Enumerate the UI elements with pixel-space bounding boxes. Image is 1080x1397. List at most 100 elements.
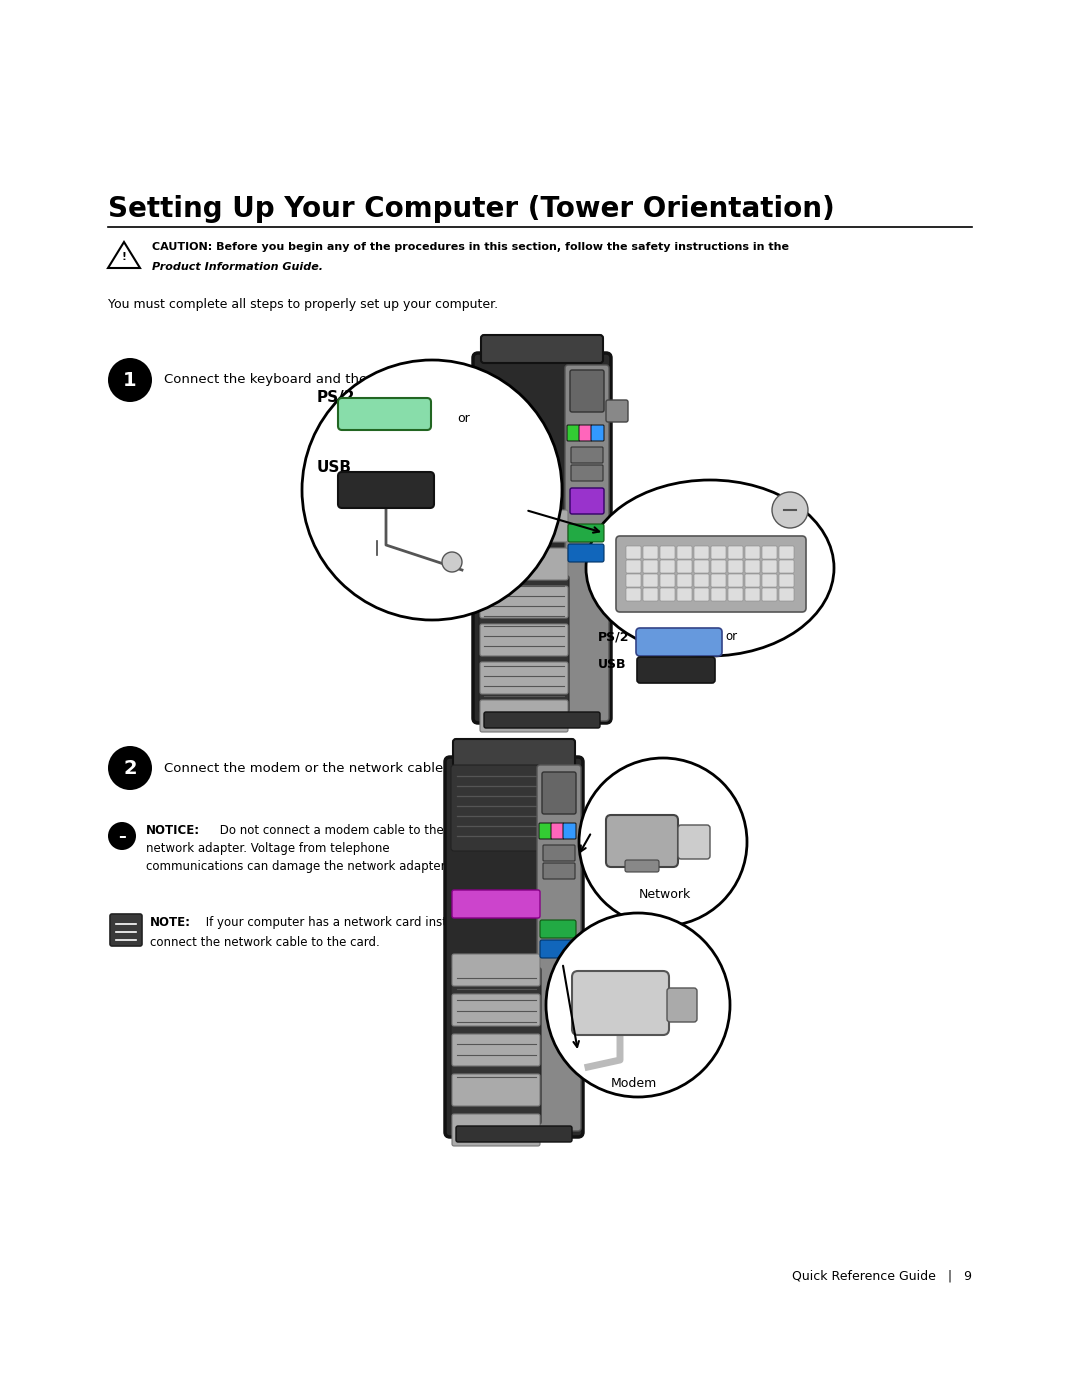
FancyBboxPatch shape: [480, 548, 568, 580]
FancyBboxPatch shape: [591, 425, 604, 441]
FancyBboxPatch shape: [728, 560, 743, 573]
FancyBboxPatch shape: [537, 766, 581, 1132]
FancyBboxPatch shape: [779, 574, 794, 587]
FancyBboxPatch shape: [540, 921, 576, 937]
Text: or: or: [457, 412, 470, 425]
FancyBboxPatch shape: [579, 425, 592, 441]
FancyBboxPatch shape: [451, 766, 541, 851]
Text: network adapter. Voltage from telephone: network adapter. Voltage from telephone: [146, 842, 390, 855]
FancyBboxPatch shape: [677, 588, 692, 601]
FancyBboxPatch shape: [677, 574, 692, 587]
Text: 1: 1: [123, 370, 137, 390]
FancyBboxPatch shape: [626, 588, 642, 601]
FancyBboxPatch shape: [572, 971, 669, 1035]
FancyBboxPatch shape: [540, 940, 576, 958]
FancyBboxPatch shape: [543, 863, 575, 879]
FancyBboxPatch shape: [570, 370, 604, 412]
FancyBboxPatch shape: [625, 861, 659, 872]
FancyBboxPatch shape: [480, 662, 568, 694]
Text: You must complete all steps to properly set up your computer.: You must complete all steps to properly …: [108, 298, 498, 312]
FancyBboxPatch shape: [728, 588, 743, 601]
Text: Do not connect a modem cable to the: Do not connect a modem cable to the: [216, 824, 444, 837]
FancyBboxPatch shape: [616, 536, 806, 612]
FancyBboxPatch shape: [694, 546, 708, 559]
Ellipse shape: [356, 541, 399, 599]
Text: PS/2: PS/2: [598, 630, 630, 643]
Text: –: –: [118, 828, 126, 844]
FancyBboxPatch shape: [762, 574, 777, 587]
FancyBboxPatch shape: [745, 588, 760, 601]
FancyBboxPatch shape: [542, 773, 576, 814]
Circle shape: [302, 360, 562, 620]
Text: 2: 2: [123, 759, 137, 778]
Text: connect the network cable to the card.: connect the network cable to the card.: [150, 936, 380, 949]
FancyBboxPatch shape: [762, 546, 777, 559]
FancyBboxPatch shape: [539, 823, 552, 840]
Circle shape: [772, 492, 808, 528]
FancyBboxPatch shape: [453, 1074, 540, 1106]
Text: communications can damage the network adapter.: communications can damage the network ad…: [146, 861, 448, 873]
FancyBboxPatch shape: [637, 657, 715, 683]
FancyBboxPatch shape: [110, 914, 141, 946]
FancyBboxPatch shape: [480, 510, 568, 542]
FancyBboxPatch shape: [728, 574, 743, 587]
FancyBboxPatch shape: [694, 588, 708, 601]
FancyBboxPatch shape: [694, 574, 708, 587]
FancyBboxPatch shape: [481, 335, 603, 363]
FancyBboxPatch shape: [563, 823, 576, 840]
FancyBboxPatch shape: [694, 560, 708, 573]
Circle shape: [546, 914, 730, 1097]
FancyBboxPatch shape: [453, 995, 540, 1025]
FancyBboxPatch shape: [660, 546, 675, 559]
Text: PS/2: PS/2: [318, 390, 355, 405]
FancyBboxPatch shape: [711, 588, 726, 601]
Circle shape: [108, 358, 152, 402]
FancyBboxPatch shape: [660, 588, 675, 601]
Circle shape: [442, 552, 462, 571]
Text: Network: Network: [639, 888, 691, 901]
FancyBboxPatch shape: [626, 574, 642, 587]
FancyBboxPatch shape: [484, 712, 600, 728]
FancyBboxPatch shape: [779, 546, 794, 559]
FancyBboxPatch shape: [779, 588, 794, 601]
Text: CAUTION: Before you begin any of the procedures in this section, follow the safe: CAUTION: Before you begin any of the pro…: [152, 242, 789, 251]
Text: Setting Up Your Computer (Tower Orientation): Setting Up Your Computer (Tower Orientat…: [108, 196, 835, 224]
FancyBboxPatch shape: [445, 757, 583, 1137]
FancyBboxPatch shape: [453, 954, 540, 986]
Text: Quick Reference Guide   |   9: Quick Reference Guide | 9: [792, 1270, 972, 1282]
FancyBboxPatch shape: [453, 1113, 540, 1146]
FancyBboxPatch shape: [567, 425, 580, 441]
FancyBboxPatch shape: [711, 574, 726, 587]
FancyBboxPatch shape: [480, 700, 568, 732]
FancyBboxPatch shape: [745, 560, 760, 573]
FancyBboxPatch shape: [626, 546, 642, 559]
FancyBboxPatch shape: [568, 524, 604, 542]
FancyBboxPatch shape: [453, 890, 540, 918]
FancyBboxPatch shape: [745, 574, 760, 587]
FancyBboxPatch shape: [711, 560, 726, 573]
FancyBboxPatch shape: [677, 546, 692, 559]
FancyBboxPatch shape: [606, 814, 678, 868]
FancyBboxPatch shape: [678, 826, 710, 859]
FancyBboxPatch shape: [660, 560, 675, 573]
FancyBboxPatch shape: [456, 1126, 572, 1141]
FancyBboxPatch shape: [779, 560, 794, 573]
FancyBboxPatch shape: [453, 1034, 540, 1066]
FancyBboxPatch shape: [728, 546, 743, 559]
FancyBboxPatch shape: [473, 353, 611, 724]
FancyBboxPatch shape: [667, 988, 697, 1023]
FancyBboxPatch shape: [626, 560, 642, 573]
Text: !: !: [122, 251, 126, 263]
FancyBboxPatch shape: [606, 400, 627, 422]
FancyBboxPatch shape: [451, 967, 541, 1125]
FancyBboxPatch shape: [551, 823, 564, 840]
Text: If your computer has a network card installed,: If your computer has a network card inst…: [202, 916, 480, 929]
Text: Modem: Modem: [611, 1077, 657, 1090]
FancyBboxPatch shape: [480, 624, 568, 657]
FancyBboxPatch shape: [745, 546, 760, 559]
FancyBboxPatch shape: [636, 629, 723, 657]
FancyBboxPatch shape: [565, 365, 609, 721]
Polygon shape: [108, 242, 140, 268]
Text: USB: USB: [318, 460, 352, 475]
FancyBboxPatch shape: [453, 739, 575, 767]
